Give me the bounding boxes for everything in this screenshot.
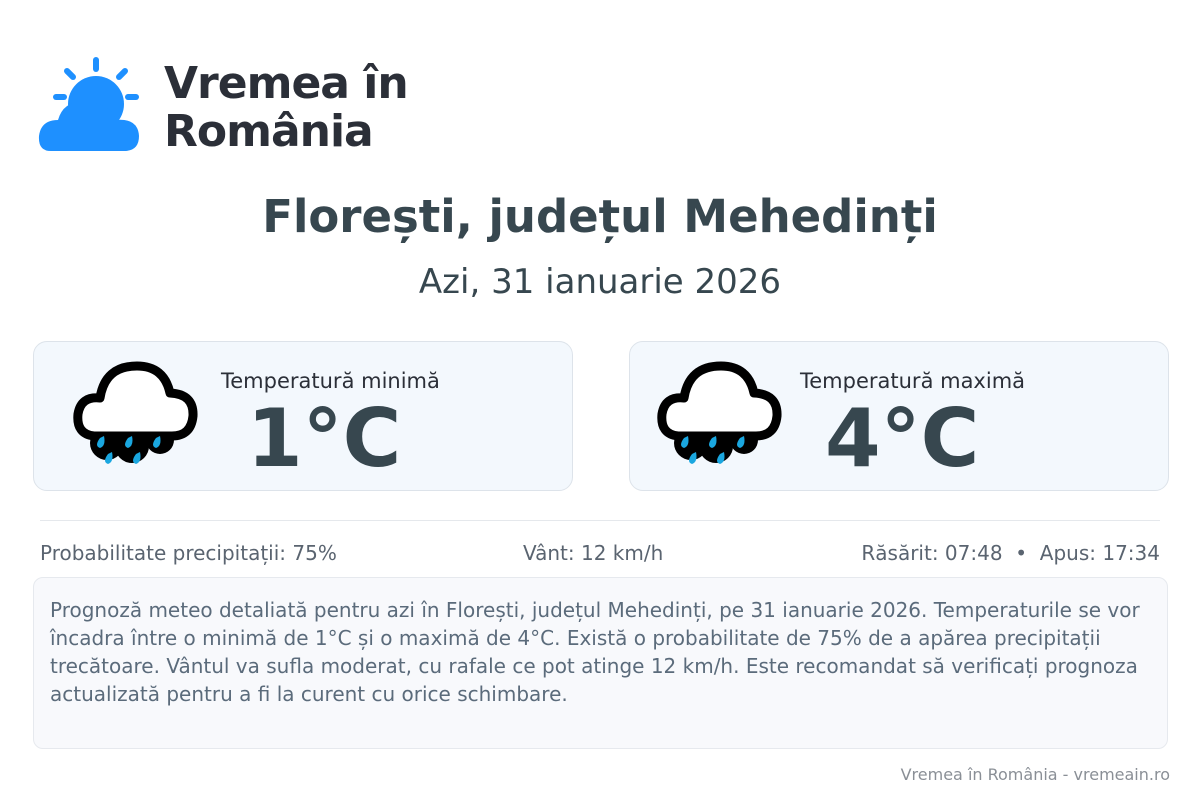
page-title: Florești, județul Mehedinți bbox=[262, 190, 938, 243]
min-temperature-label: Temperatură minimă bbox=[221, 369, 440, 393]
min-temperature-card: Temperatură minimă 1°C bbox=[33, 341, 573, 491]
sun-cloud-icon bbox=[38, 57, 139, 151]
page-subtitle: Azi, 31 ianuarie 2026 bbox=[418, 262, 782, 302]
forecast-description: Prognoză meteo detaliată pentru azi în F… bbox=[33, 577, 1168, 749]
divider bbox=[40, 520, 1160, 521]
wind-info: Vânt: 12 km/h bbox=[523, 541, 664, 565]
max-temperature-value: 4°C bbox=[825, 392, 980, 485]
rain-cloud-icon bbox=[73, 361, 198, 464]
logo[interactable]: Vremea în România bbox=[36, 54, 409, 156]
precipitation-info: Probabilitate precipitații: 75% bbox=[40, 541, 337, 565]
min-temperature-value: 1°C bbox=[247, 392, 402, 485]
max-temperature-label: Temperatură maximă bbox=[800, 369, 1026, 393]
logo-text: Vremea în România bbox=[164, 58, 409, 157]
rain-cloud-icon bbox=[657, 361, 782, 464]
footer-credit: Vremea în România - vremeain.ro bbox=[900, 765, 1170, 784]
sunrise-sunset-info: Răsărit: 07:48 • Apus: 17:34 bbox=[861, 541, 1160, 565]
max-temperature-card: Temperatură maximă 4°C bbox=[629, 341, 1169, 491]
